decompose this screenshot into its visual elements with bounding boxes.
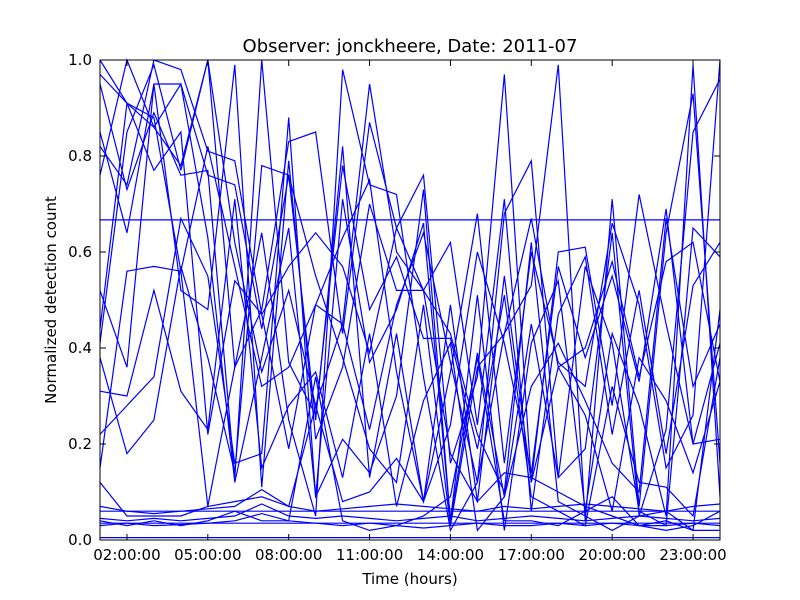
- series-line-19: [99, 64, 721, 531]
- series-line-15: [99, 73, 721, 527]
- series-line-11: [99, 64, 721, 533]
- x-tick-label: 23:00:00: [659, 546, 726, 564]
- series-line-13: [99, 164, 721, 526]
- y-tick-label: 0.4: [68, 339, 92, 357]
- series-line-17: [99, 78, 721, 517]
- x-tick-label: 17:00:00: [498, 546, 565, 564]
- y-tick-label: 0.2: [68, 435, 92, 453]
- x-tick-label: 20:00:00: [578, 546, 645, 564]
- x-tick-label: 05:00:00: [174, 546, 241, 564]
- series-layer: [99, 58, 721, 539]
- x-tick-label: 14:00:00: [417, 546, 484, 564]
- x-axis-title: Time (hours): [361, 570, 457, 588]
- x-tick-label: 02:00:00: [93, 546, 160, 564]
- ticks-layer: 02:00:00 05:00:00 08:00:00 11:00:00 14:00:00…: [68, 51, 727, 564]
- series-line-18: [99, 59, 721, 502]
- series-line-12: [99, 59, 721, 512]
- chart-title: Observer: jonckheere, Date: 2011-07: [243, 36, 578, 57]
- plot-frame: [99, 59, 721, 541]
- y-axis-title: Normalized detection count: [42, 196, 60, 404]
- y-tick-label: 0.8: [68, 147, 92, 165]
- series-line-9: [99, 59, 721, 527]
- series-line-22: [99, 304, 720, 532]
- y-tick-label: 1.0: [68, 51, 92, 69]
- series-line-20: [99, 64, 721, 532]
- series-line-14: [99, 199, 721, 532]
- y-tick-label: 0.0: [68, 531, 92, 549]
- y-tick-label: 0.6: [68, 243, 92, 261]
- series-line-5: [99, 488, 721, 515]
- series-line-21: [99, 357, 721, 532]
- x-tick-label: 11:00:00: [336, 546, 403, 564]
- series-line-16: [99, 59, 721, 504]
- x-tick-label: 08:00:00: [255, 546, 322, 564]
- series-line-7: [99, 512, 721, 529]
